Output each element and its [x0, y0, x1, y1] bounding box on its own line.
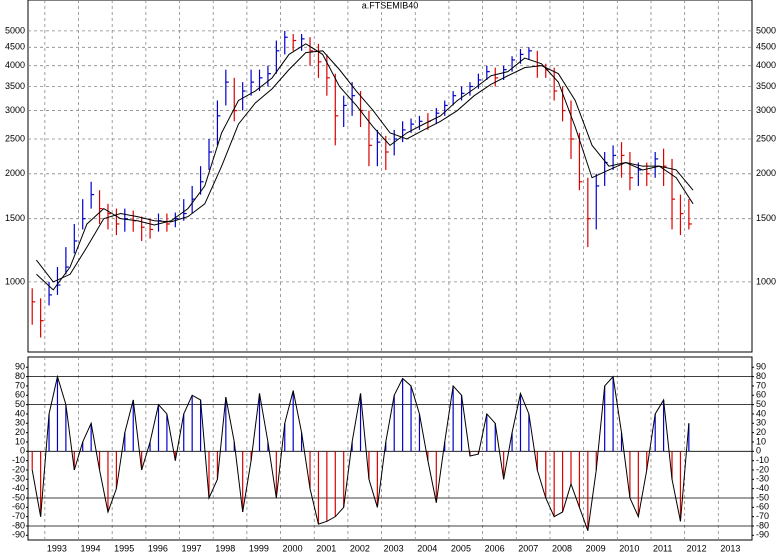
x-tick-label: 2009	[586, 543, 606, 553]
x-tick-label: 2012	[687, 543, 707, 553]
y2-tick-label: 4000	[756, 60, 776, 70]
y-tick-label: -10	[12, 455, 25, 465]
y2-tick-label: 3500	[756, 81, 776, 91]
y2-tick-label: -10	[756, 455, 769, 465]
y2-tick-label: 60	[756, 390, 766, 400]
y2-tick-label: -20	[756, 464, 769, 474]
y2-tick-label: -70	[756, 511, 769, 521]
y-tick-label: 1000	[5, 276, 25, 286]
y-tick-label: -70	[12, 511, 25, 521]
y2-tick-label: 10	[756, 436, 766, 446]
y2-tick-label: 2000	[756, 168, 776, 178]
moving-average	[36, 50, 694, 283]
x-tick-label: 1997	[182, 543, 202, 553]
y-tick-label: 2500	[5, 133, 25, 143]
y-tick-label: -50	[12, 492, 25, 502]
y2-tick-label: -50	[756, 492, 769, 502]
y2-tick-label: 70	[756, 380, 766, 390]
y-tick-label: -20	[12, 464, 25, 474]
x-tick-label: 1993	[47, 543, 67, 553]
y-tick-label: 0	[20, 446, 25, 456]
x-tick-label: 2013	[720, 543, 740, 553]
y-tick-label: 70	[15, 380, 25, 390]
x-tick-label: 2003	[384, 543, 404, 553]
y2-tick-label: 2500	[756, 133, 776, 143]
y-tick-label: -90	[12, 530, 25, 540]
x-tick-label: 2011	[653, 543, 672, 553]
y2-tick-label: 4500	[756, 42, 776, 52]
price-panel	[27, 0, 753, 353]
moving-average	[36, 43, 694, 291]
oscillator-panel	[27, 356, 753, 541]
chart-title: a.FTSEMIB40	[362, 0, 419, 10]
x-tick-label: 2000	[283, 543, 303, 553]
x-tick-label: 1999	[249, 543, 269, 553]
y2-tick-label: -90	[756, 530, 769, 540]
y-tick-label: 80	[15, 371, 25, 381]
y2-tick-label: -80	[756, 520, 769, 530]
y-tick-label: 4000	[5, 60, 25, 70]
x-tick-label: 1995	[114, 543, 134, 553]
y-tick-label: 50	[15, 399, 25, 409]
x-tick-label: 2008	[552, 543, 572, 553]
y-tick-label: 5000	[5, 25, 25, 35]
y-tick-label: -60	[12, 502, 25, 512]
x-tick-label: 1998	[215, 543, 235, 553]
y-tick-label: 4500	[5, 42, 25, 52]
y-tick-label: 3500	[5, 81, 25, 91]
y-tick-label: 40	[15, 408, 25, 418]
x-tick-label: 2006	[485, 543, 505, 553]
y2-tick-label: 80	[756, 371, 766, 381]
y2-tick-label: 20	[756, 427, 766, 437]
x-tick-label: 2010	[619, 543, 639, 553]
y2-tick-label: 5000	[756, 25, 776, 35]
y2-tick-label: -30	[756, 474, 769, 484]
y-tick-label: 10	[15, 436, 25, 446]
x-tick-label: 2007	[518, 543, 538, 553]
y-tick-label: 3000	[5, 105, 25, 115]
y2-tick-label: 1500	[756, 213, 776, 223]
y-tick-label: -30	[12, 474, 25, 484]
y-tick-label: 20	[15, 427, 25, 437]
y-tick-label: -40	[12, 483, 25, 493]
x-tick-label: 1996	[148, 543, 168, 553]
y2-tick-label: -60	[756, 502, 769, 512]
y-tick-label: 90	[15, 362, 25, 372]
oscillator-line	[31, 374, 690, 531]
y-tick-label: 1500	[5, 213, 25, 223]
y2-tick-label: 50	[756, 399, 766, 409]
x-tick-label: 2004	[417, 543, 437, 553]
y2-tick-label: 40	[756, 408, 766, 418]
y-tick-label: 60	[15, 390, 25, 400]
y2-tick-label: 30	[756, 418, 766, 428]
y-tick-label: -80	[12, 520, 25, 530]
x-tick-label: 2002	[350, 543, 370, 553]
x-tick-label: 1994	[81, 543, 101, 553]
y2-tick-label: 90	[756, 362, 766, 372]
y2-tick-label: 3000	[756, 105, 776, 115]
y2-tick-label: 1000	[756, 276, 776, 286]
y-tick-label: 2000	[5, 168, 25, 178]
y-tick-label: 30	[15, 418, 25, 428]
x-tick-label: 2005	[451, 543, 471, 553]
x-tick-label: 2001	[316, 543, 336, 553]
y2-tick-label: 0	[756, 446, 761, 456]
y2-tick-label: -40	[756, 483, 769, 493]
